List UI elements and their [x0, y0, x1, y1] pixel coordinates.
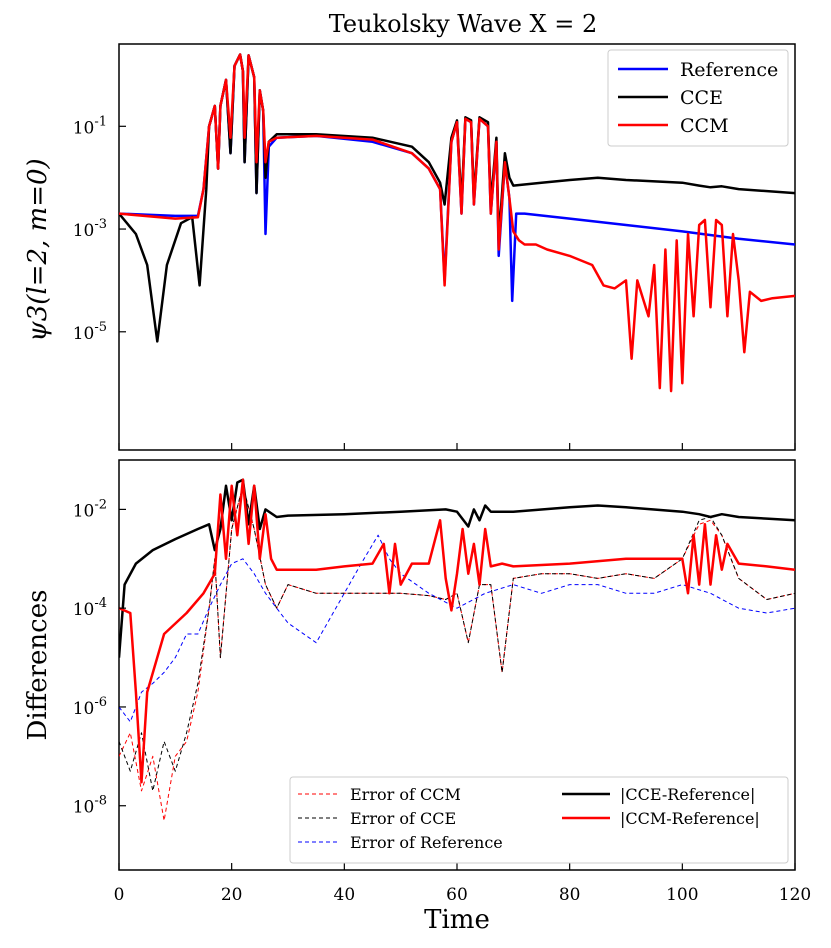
- x-tick-label: 120: [779, 885, 811, 905]
- legend-label-error-reference: Error of Reference: [350, 833, 503, 852]
- legend-label-error-ccm: Error of CCM: [350, 785, 461, 804]
- x-tick-label: 40: [334, 885, 356, 905]
- bottom-legend-box: [289, 776, 789, 864]
- legend-label-error-cce: Error of CCE: [350, 809, 456, 828]
- x-axis-label: Time: [424, 905, 490, 935]
- bot-series-error-of-cce: [119, 485, 795, 792]
- top-y-axis-label: ψ3(l=2, m=0): [23, 158, 53, 341]
- bot-series-ccm-reference: [119, 478, 795, 784]
- top-y-tick-label: 10-3: [73, 217, 107, 241]
- bot-y-tick-label: 10-2: [73, 497, 107, 521]
- top-panel: 10-1 10-3 10-5 ψ3(l=2, m=0) Reference CCE …: [23, 43, 796, 451]
- bottom-panel: 10-2 10-4 10-6 10-8 0 20 40 60 80 100 120 Differe…: [23, 459, 811, 935]
- bot-series-cce-reference: [119, 478, 795, 658]
- x-tick-label: 20: [221, 885, 243, 905]
- x-tick-label: 0: [114, 885, 125, 905]
- chart-title: Teukolsky Wave X = 2: [329, 10, 598, 38]
- bot-y-tick-label: 10-4: [73, 596, 107, 620]
- top-y-tick-label: 10-1: [73, 114, 107, 138]
- x-tick-label: 60: [446, 885, 468, 905]
- top-legend: Reference CCE CCM: [607, 49, 789, 147]
- bottom-x-axis: 0 20 40 60 80 100 120: [114, 863, 811, 905]
- x-tick-label: 100: [666, 885, 698, 905]
- bot-series-error-of-reference: [119, 534, 795, 723]
- top-x-axis: [118, 443, 796, 450]
- legend-label-ccm: CCM: [680, 115, 729, 137]
- bottom-legend: Error of CCM Error of CCE Error of Refer…: [289, 776, 789, 864]
- legend-label-cce: CCE: [680, 87, 723, 109]
- top-series-ccm: [119, 53, 795, 393]
- top-y-tick-label: 10-5: [73, 320, 107, 344]
- bot-y-tick-label: 10-6: [73, 695, 107, 719]
- bottom-y-axis: 10-2 10-4 10-6 10-8: [73, 497, 126, 818]
- bottom-series-layer: [119, 478, 795, 822]
- x-tick-label: 80: [559, 885, 581, 905]
- bottom-y-axis-label: Differences: [23, 590, 53, 741]
- legend-label-ccm-reference: |CCM-Reference|: [620, 809, 760, 828]
- legend-label-reference: Reference: [680, 59, 778, 81]
- bot-y-tick-label: 10-8: [73, 794, 107, 818]
- top-series-layer: [119, 53, 795, 393]
- top-legend-box: [607, 49, 789, 147]
- top-y-axis: 10-1 10-3 10-5: [73, 114, 126, 344]
- legend-label-cce-reference: |CCE-Reference|: [620, 785, 755, 804]
